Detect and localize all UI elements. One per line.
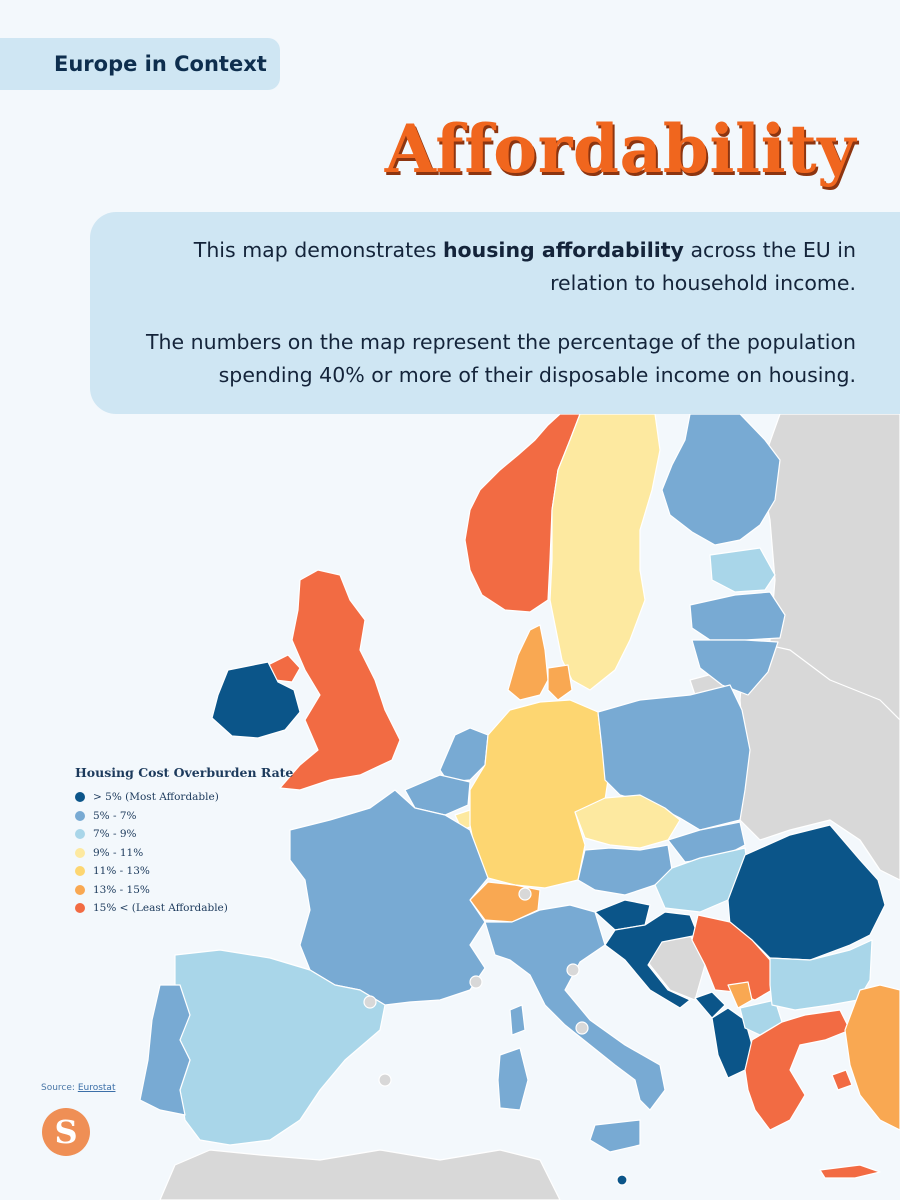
map-country-italy (484, 904, 666, 1111)
legend-swatch (75, 903, 85, 914)
map-country-portugal (139, 984, 191, 1116)
legend-swatch (75, 792, 85, 803)
legend-swatch (75, 884, 85, 895)
legend-item: 15% < (Least Affordable) (75, 899, 305, 918)
map-country-italy-sardinia (497, 1047, 529, 1111)
map-country-turkey (844, 984, 900, 1131)
map-country-lithuania (691, 639, 779, 696)
map-dot-andorra (363, 995, 377, 1009)
map-dot-monaco (469, 975, 483, 989)
map-country-greece-islands (831, 1069, 853, 1091)
map-country-slovenia (594, 899, 651, 931)
map-dot-malta (616, 1174, 628, 1186)
legend-label: 5% - 7% (93, 809, 137, 822)
map-country-poland (597, 684, 751, 831)
source-label: Source: (41, 1083, 78, 1093)
map-country-finland (661, 414, 781, 546)
legend-item: 11% - 13% (75, 862, 305, 881)
legend-title: Housing Cost Overburden Rate (75, 765, 294, 780)
legend-item: > 5% (Most Affordable) (75, 788, 305, 807)
description-paragraph-1: This map demonstrates housing affordabil… (130, 234, 856, 300)
map-country-montenegro (694, 991, 726, 1019)
map-country-croatia (604, 911, 699, 1009)
description-p1-prefix: This map demonstrates (193, 238, 443, 262)
legend-item: 5% - 7% (75, 807, 305, 826)
map-dot-vatican (575, 1021, 589, 1035)
legend-items: > 5% (Most Affordable) 5% - 7% 7% - 9% 9% -… (75, 788, 305, 918)
map-country-serbia (691, 914, 773, 1001)
legend-label: 15% < (Least Affordable) (93, 902, 228, 915)
map-country-united-kingdom (279, 569, 401, 791)
map-country-ireland (211, 661, 301, 739)
legend-label: > 5% (Most Affordable) (93, 791, 219, 804)
legend-label: 13% - 15% (93, 883, 150, 896)
legend-swatch (75, 810, 85, 821)
page-title: Affordability (384, 110, 856, 188)
map-dot-balearic (378, 1073, 392, 1087)
section-tag-label: Europe in Context (54, 52, 267, 76)
map-country-greece (744, 1009, 851, 1131)
legend-swatch (75, 866, 85, 877)
legend-swatch (75, 847, 85, 858)
map-country-denmark (507, 624, 549, 701)
map-dot-liechtenstein (518, 887, 532, 901)
map-legend: Housing Cost Overburden Rate > 5% (Most … (75, 765, 305, 918)
map-country-france-corsica (509, 1004, 526, 1036)
description-p1-suffix: across the EU in relation to household i… (550, 238, 856, 295)
legend-swatch (75, 829, 85, 840)
map-region-north-africa (159, 1149, 561, 1200)
brand-logo: S (42, 1108, 90, 1156)
legend-label: 7% - 9% (93, 828, 137, 841)
legend-item: 13% - 15% (75, 881, 305, 900)
map-country-latvia (689, 591, 786, 641)
map-country-czechia (574, 794, 681, 849)
europe-map (139, 414, 900, 1200)
description-panel: This map demonstrates housing affordabil… (90, 212, 900, 414)
map-country-greece-crete (819, 1164, 881, 1179)
legend-item: 9% - 11% (75, 844, 305, 863)
description-paragraph-2: The numbers on the map represent the per… (145, 330, 856, 387)
map-country-sweden (549, 414, 661, 691)
source-link[interactable]: Eurostat (77, 1083, 116, 1093)
map-country-germany (469, 699, 609, 889)
map-country-denmark-islands (547, 664, 573, 701)
legend-label: 11% - 13% (93, 865, 150, 878)
legend-label: 9% - 11% (93, 846, 144, 859)
map-country-austria (577, 844, 673, 896)
map-country-italy-sicily (589, 1119, 641, 1153)
map-country-estonia (709, 547, 776, 593)
map-dot-san-marino (566, 963, 580, 977)
map-country-kosovo (727, 981, 753, 1009)
source-credit: Source: Eurostat (41, 1083, 115, 1093)
section-tag: Europe in Context (0, 38, 280, 90)
legend-item: 7% - 9% (75, 825, 305, 844)
description-p1-bold: housing affordability (442, 238, 684, 262)
